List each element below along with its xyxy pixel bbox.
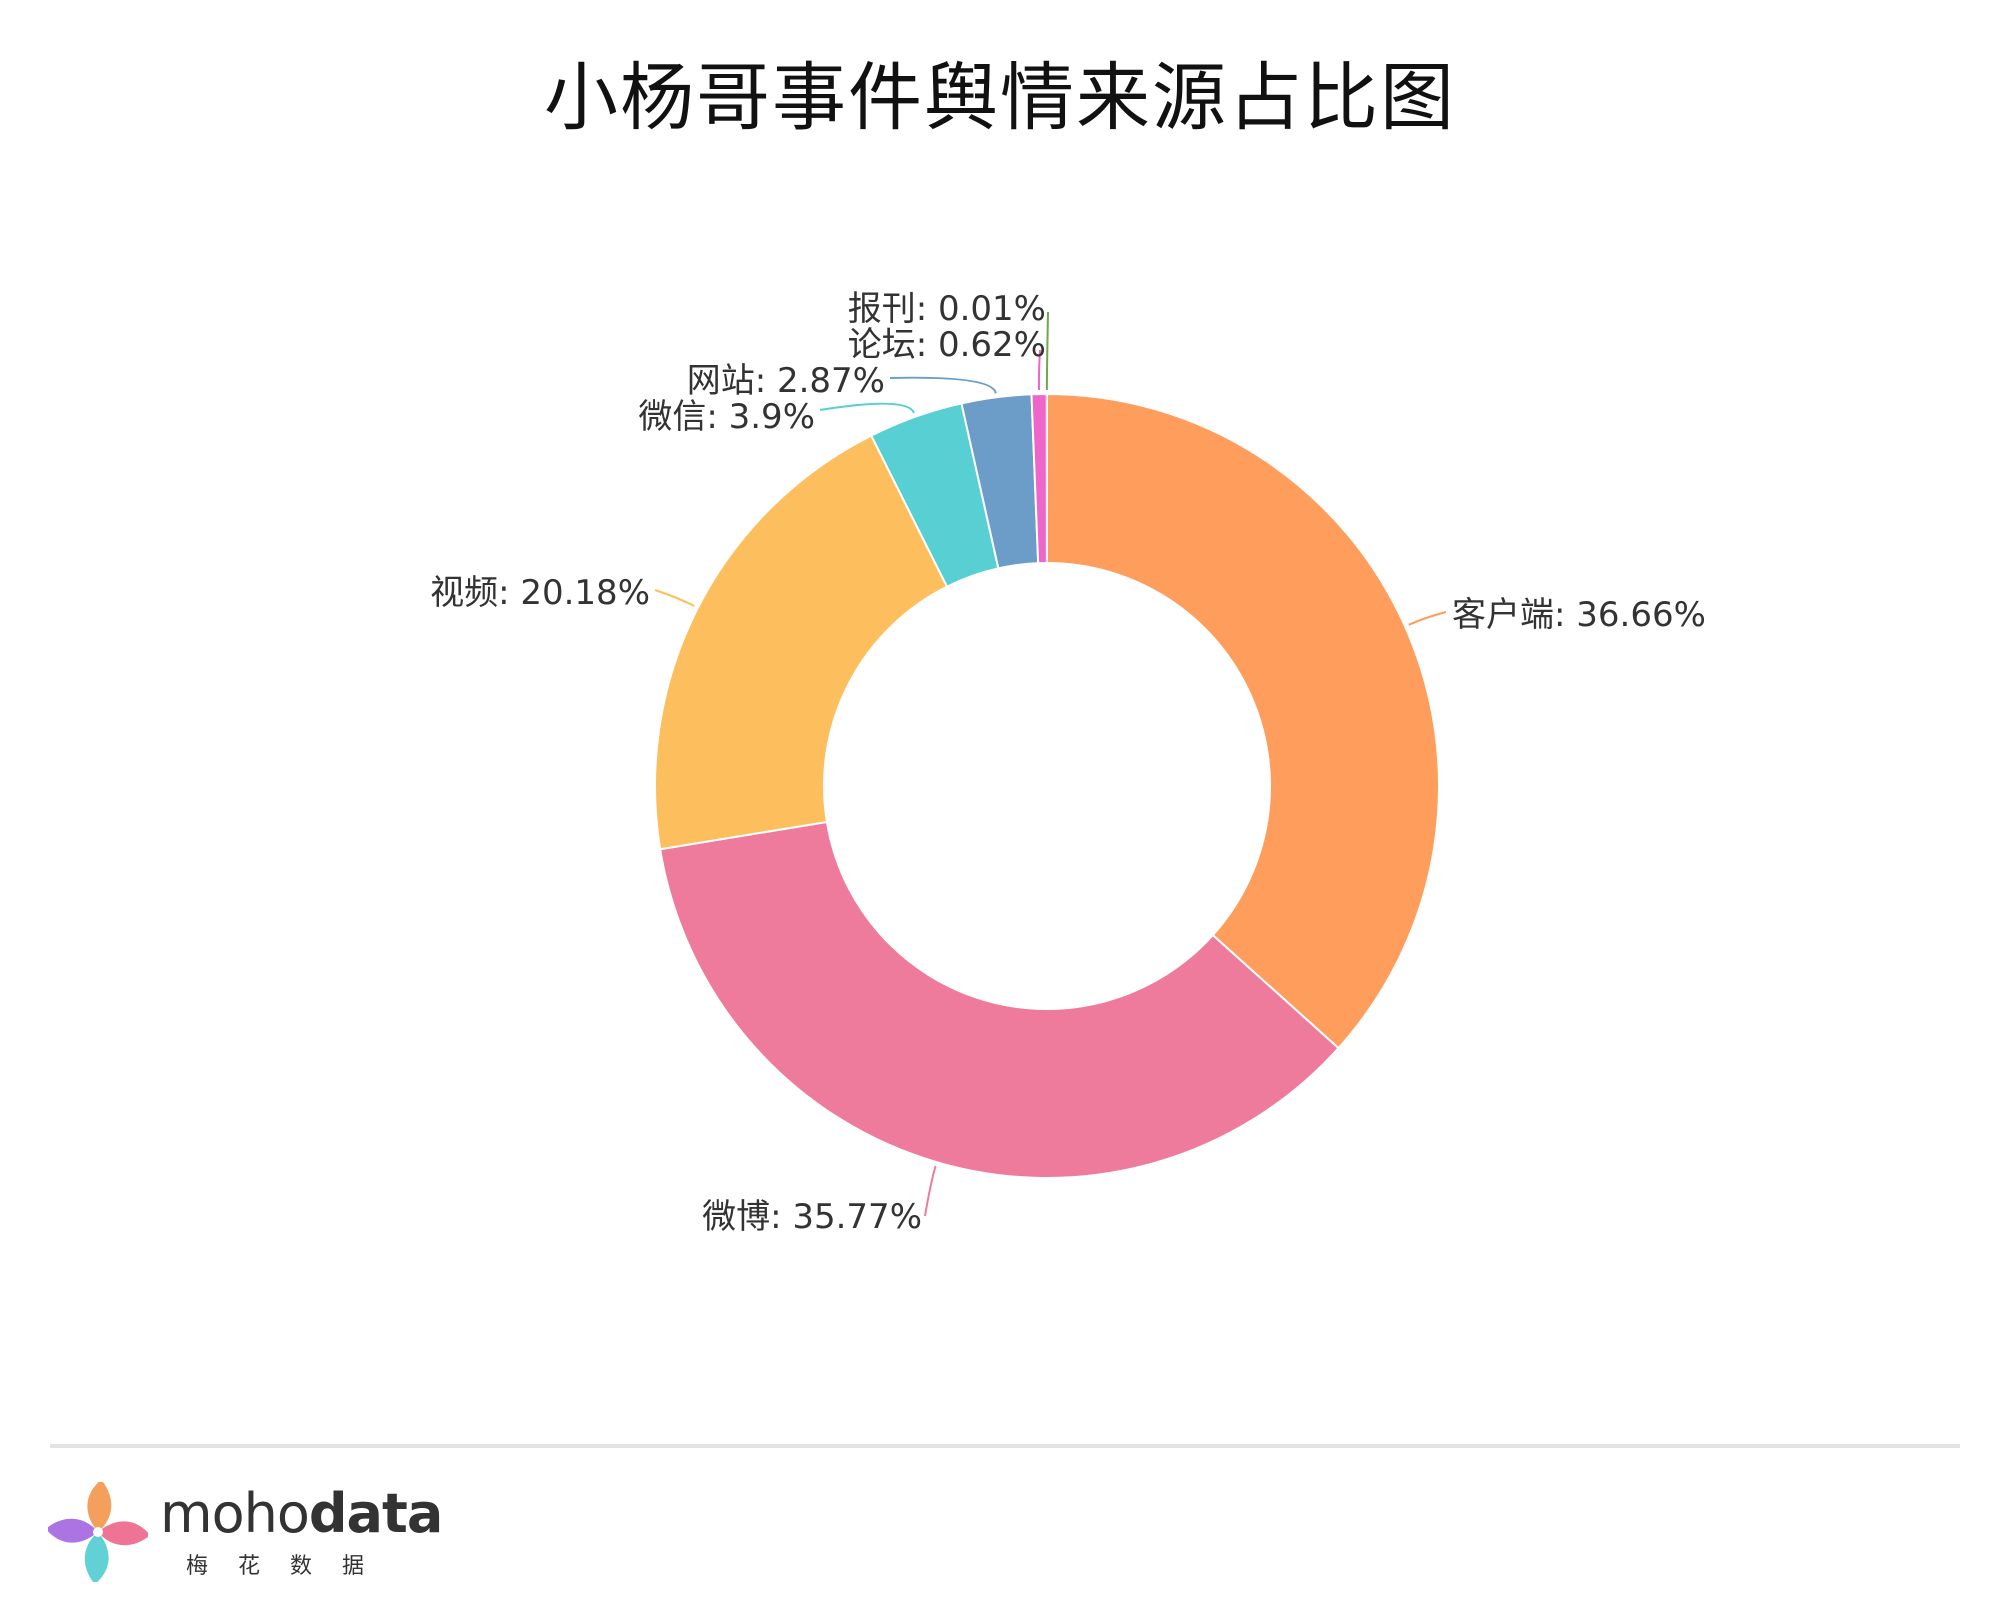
- slice-label-1: 微博: 35.77%: [702, 1197, 922, 1237]
- leader-line-5: [1037, 349, 1041, 391]
- chart-title: 小杨哥事件舆情来源占比图: [544, 55, 1456, 141]
- slices-layer: [654, 392, 1440, 1179]
- pinwheel-petal-0: [87, 1479, 112, 1532]
- slice-label-5: 论坛: 0.62%: [848, 325, 1046, 365]
- labels-layer: 客户端: 36.66% 微博: 35.77% 视频: 20.18% 微信: 3.9%网…: [430, 289, 1706, 1237]
- slice-2[interactable]: [654, 434, 949, 851]
- leader-line-6: [1045, 311, 1049, 391]
- slice-label-6: 报刊: 0.01%: [848, 289, 1046, 329]
- pinwheel-petal-2: [84, 1532, 109, 1585]
- brand-wordmark: mohodata: [160, 1482, 443, 1545]
- slice-label-4: 网站: 2.87%: [687, 361, 885, 401]
- slice-label-2: 视频: 20.18%: [430, 573, 650, 613]
- slice-0[interactable]: [1046, 392, 1440, 1050]
- slice-label-0: 客户端: 36.66%: [1452, 595, 1706, 635]
- leader-line-1: [924, 1165, 937, 1217]
- leader-line-0: [1408, 611, 1447, 626]
- donut-chart: 客户端: 36.66% 微博: 35.77% 视频: 20.18% 微信: 3.9%网…: [430, 289, 1706, 1237]
- slice-label-3: 微信: 3.9%: [638, 397, 815, 437]
- leader-lines-layer: [654, 311, 1447, 1217]
- pinwheel-petal-1: [98, 1521, 151, 1546]
- leader-line-4: [889, 376, 997, 394]
- slice-1[interactable]: [658, 820, 1340, 1179]
- brand-logo: mohodata 梅花数据: [45, 1479, 443, 1585]
- pinwheel-center: [93, 1527, 103, 1537]
- leader-line-2: [654, 589, 695, 607]
- brand-subtitle: 梅花数据: [186, 1554, 395, 1579]
- footer-divider: [50, 1444, 1960, 1448]
- pinwheel-logo-icon: [45, 1479, 151, 1585]
- leader-line-3: [819, 402, 915, 414]
- pinwheel-petal-3: [45, 1518, 98, 1543]
